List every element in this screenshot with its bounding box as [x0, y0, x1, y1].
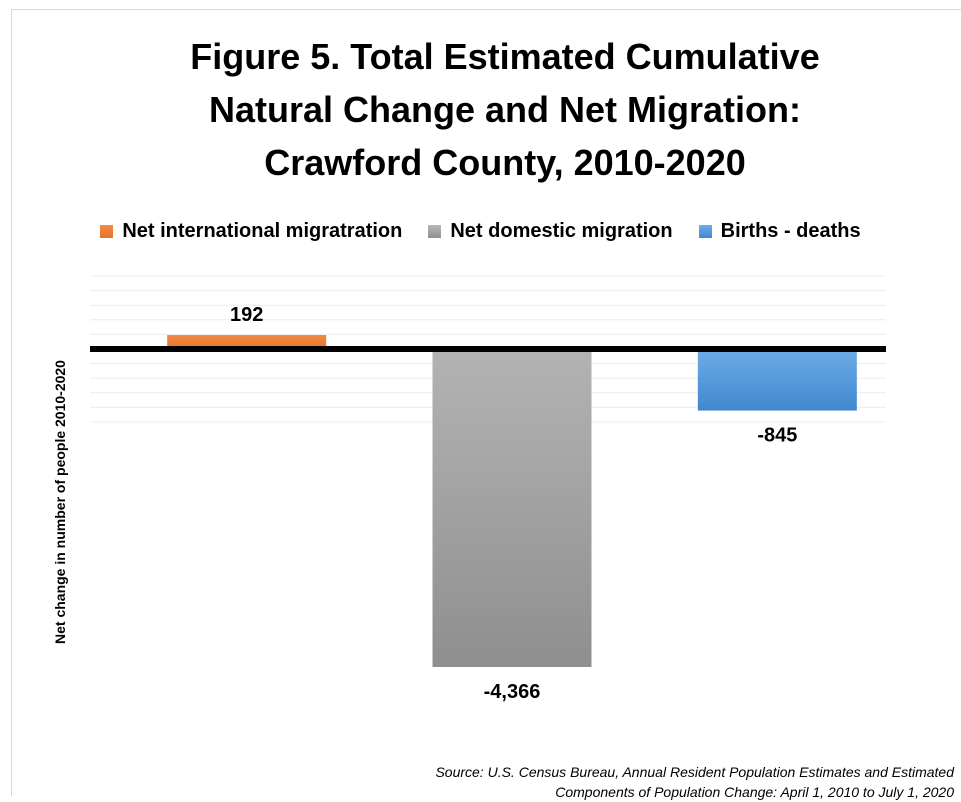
legend-swatch-domestic: [428, 224, 442, 238]
data-label-domestic: -4,366: [484, 681, 541, 703]
legend-label-births-deaths: Births - deaths: [720, 219, 861, 242]
bar-international: [167, 335, 327, 349]
chart-title-line-3: Crawford County, 2010-2020: [264, 142, 746, 183]
source-note: Source: U.S. Census Bureau, Annual Resid…: [354, 762, 954, 802]
bar-births-deaths: [697, 349, 857, 411]
legend-swatch-births-deaths: [698, 224, 712, 238]
chart-title-line-1: Figure 5. Total Estimated Cumulative: [190, 36, 820, 77]
legend-swatch-international: [100, 224, 114, 238]
data-label-international: 192: [230, 304, 263, 326]
legend-label-international: Net international migratration: [122, 219, 403, 242]
legend-label-domestic: Net domestic migration: [450, 219, 673, 242]
source-line-2: Components of Population Change: April 1…: [555, 784, 954, 800]
legend-item-births-deaths: Births - deaths: [698, 219, 861, 243]
legend-item-international: Net international migratration: [100, 220, 402, 243]
chart-frame: [11, 9, 961, 796]
data-label-births-deaths: -845: [757, 425, 797, 447]
chart-legend: Net international migratration Net domes…: [0, 218, 961, 244]
source-line-1: Source: U.S. Census Bureau, Annual Resid…: [435, 764, 954, 780]
chart-title: Figure 5. Total Estimated Cumulative Nat…: [40, 30, 961, 189]
legend-item-domestic: Net domestic migration: [428, 219, 673, 243]
bar-domestic: [432, 349, 592, 667]
chart-title-line-2: Natural Change and Net Migration:: [208, 89, 802, 130]
